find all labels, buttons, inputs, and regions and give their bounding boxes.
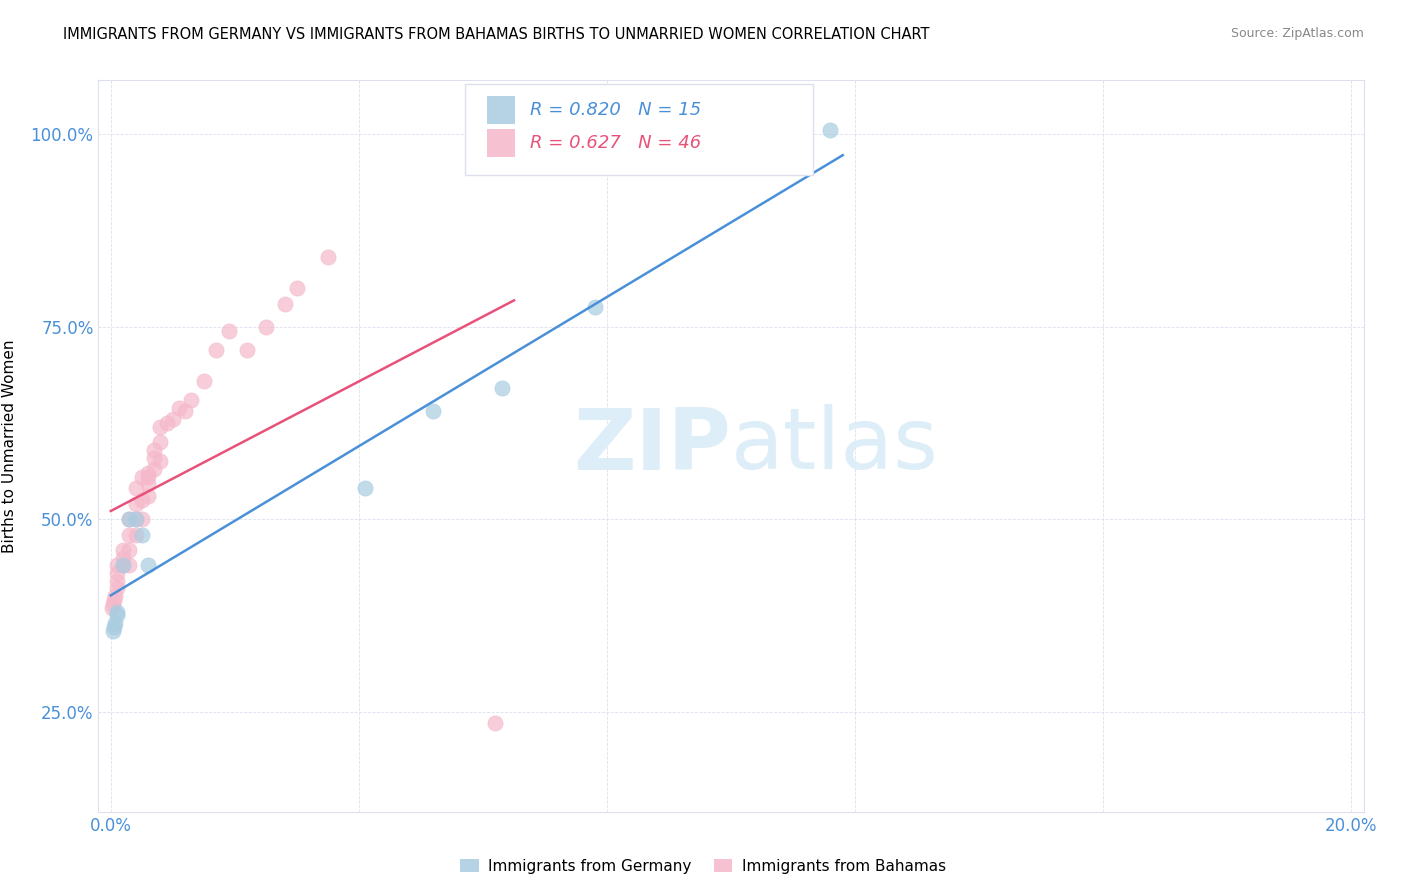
Text: R = 0.820   N = 15: R = 0.820 N = 15 <box>530 102 702 120</box>
Point <box>124 527 146 541</box>
Point <box>491 381 513 395</box>
Text: atlas: atlas <box>731 404 939 488</box>
Point <box>131 512 153 526</box>
Point <box>583 301 606 315</box>
Point <box>124 512 146 526</box>
Point <box>143 442 166 457</box>
Text: R = 0.627   N = 46: R = 0.627 N = 46 <box>530 134 702 153</box>
Text: Source: ZipAtlas.com: Source: ZipAtlas.com <box>1230 27 1364 40</box>
Point <box>104 616 127 631</box>
Point <box>143 450 166 465</box>
Point <box>112 558 135 573</box>
Point <box>180 392 202 407</box>
Point <box>205 343 228 357</box>
Point <box>112 550 135 565</box>
Point <box>124 512 146 526</box>
Point <box>354 481 377 495</box>
Bar <box>486 129 515 157</box>
Point <box>193 374 215 388</box>
Point <box>105 558 128 573</box>
Point <box>101 624 124 638</box>
Point <box>131 470 153 484</box>
Point <box>149 419 172 434</box>
Bar <box>486 96 515 124</box>
Point <box>218 324 240 338</box>
Point <box>820 123 842 137</box>
Point <box>103 620 125 634</box>
Point <box>316 251 339 265</box>
Point <box>131 492 153 507</box>
Point <box>143 462 166 476</box>
Legend: Immigrants from Germany, Immigrants from Bahamas: Immigrants from Germany, Immigrants from… <box>454 853 952 880</box>
Point <box>162 412 184 426</box>
Point <box>118 512 141 526</box>
Point <box>149 435 172 450</box>
FancyBboxPatch shape <box>465 84 813 176</box>
Point <box>254 319 277 334</box>
Point <box>124 497 146 511</box>
Point <box>484 716 506 731</box>
Point <box>118 558 141 573</box>
Point <box>105 582 128 596</box>
Point <box>105 574 128 588</box>
Point <box>101 600 124 615</box>
Point <box>131 527 153 541</box>
Text: IMMIGRANTS FROM GERMANY VS IMMIGRANTS FROM BAHAMAS BIRTHS TO UNMARRIED WOMEN COR: IMMIGRANTS FROM GERMANY VS IMMIGRANTS FR… <box>63 27 929 42</box>
Point <box>149 454 172 468</box>
Y-axis label: Births to Unmarried Women: Births to Unmarried Women <box>1 339 17 553</box>
Point <box>273 296 295 310</box>
Point <box>156 416 179 430</box>
Point <box>136 466 159 480</box>
Point <box>136 558 159 573</box>
Point <box>174 404 197 418</box>
Text: ZIP: ZIP <box>574 404 731 488</box>
Point <box>136 477 159 491</box>
Point <box>101 597 124 611</box>
Point <box>104 589 127 603</box>
Point <box>112 543 135 558</box>
Point <box>118 527 141 541</box>
Point <box>105 605 128 619</box>
Point <box>118 512 141 526</box>
Point <box>136 470 159 484</box>
Point <box>422 404 444 418</box>
Point <box>103 593 125 607</box>
Point <box>105 566 128 580</box>
Point <box>136 489 159 503</box>
Point <box>112 558 135 573</box>
Point <box>105 608 128 623</box>
Point <box>236 343 259 357</box>
Point <box>118 543 141 558</box>
Point <box>285 281 308 295</box>
Point <box>167 401 190 415</box>
Point <box>124 481 146 495</box>
